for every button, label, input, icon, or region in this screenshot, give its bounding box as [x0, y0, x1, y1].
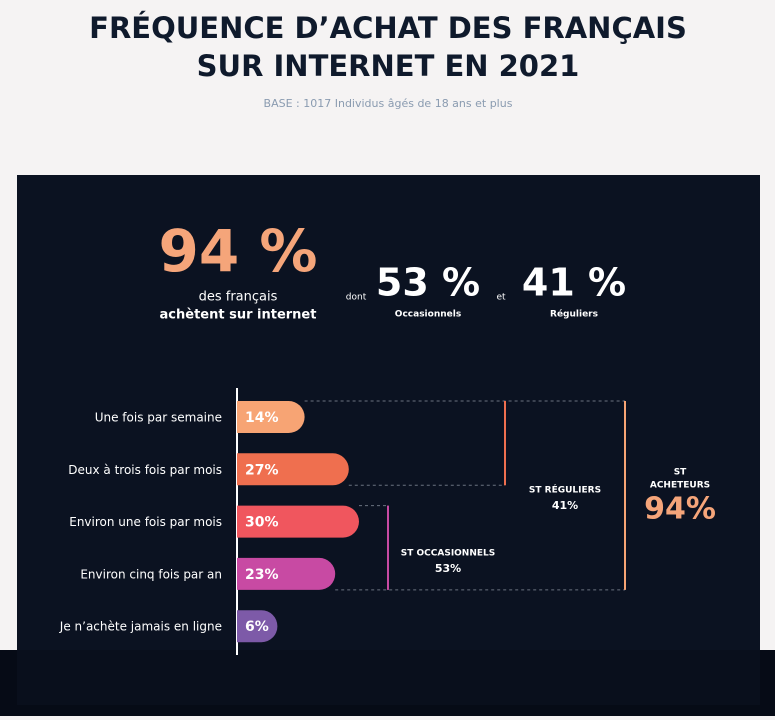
category-label: Une fois par semaine — [95, 411, 222, 425]
value-label: 6% — [245, 619, 269, 635]
connector: et — [496, 293, 506, 303]
value-label: 27% — [245, 462, 279, 478]
group-label: ST RÉGULIERS — [529, 484, 601, 496]
occasional-label: Occasionnels — [395, 310, 461, 320]
bar — [237, 557, 336, 590]
subtitle: BASE : 1017 Individus âgés de 18 ans et … — [264, 97, 513, 110]
bar — [237, 401, 305, 433]
total-text: achètent sur internet — [160, 308, 317, 323]
bar — [237, 610, 278, 643]
group-total: 53% — [435, 562, 461, 575]
total: 94 % — [158, 217, 317, 285]
value-label: 23% — [245, 567, 279, 583]
category-label: Deux à trois fois par mois — [68, 463, 222, 477]
bar — [237, 453, 349, 486]
group-label: ACHETEURS — [650, 481, 710, 491]
total-text: des français — [199, 290, 278, 305]
occasional: 53 % — [376, 261, 480, 305]
category-label: Environ cinq fois par an — [80, 567, 222, 581]
value-label: 30% — [245, 515, 279, 531]
regular: 41 % — [522, 261, 626, 305]
regular-label: Réguliers — [550, 309, 598, 320]
title: FRÉQUENCE D’ACHAT DES FRANÇAIS — [89, 11, 687, 45]
connector: dont — [346, 293, 367, 303]
value-label: 14% — [245, 410, 279, 426]
group-total: 41% — [552, 499, 578, 512]
panel-overlay — [17, 175, 760, 705]
category-label: Environ une fois par mois — [69, 515, 222, 529]
group-label: ST — [674, 468, 687, 478]
group-label: ST OCCASIONNELS — [401, 549, 496, 559]
title: SUR INTERNET EN 2021 — [197, 49, 580, 83]
category-label: Je n’achète jamais en ligne — [59, 620, 222, 634]
group-total: 94% — [644, 492, 716, 527]
bar — [237, 505, 359, 538]
